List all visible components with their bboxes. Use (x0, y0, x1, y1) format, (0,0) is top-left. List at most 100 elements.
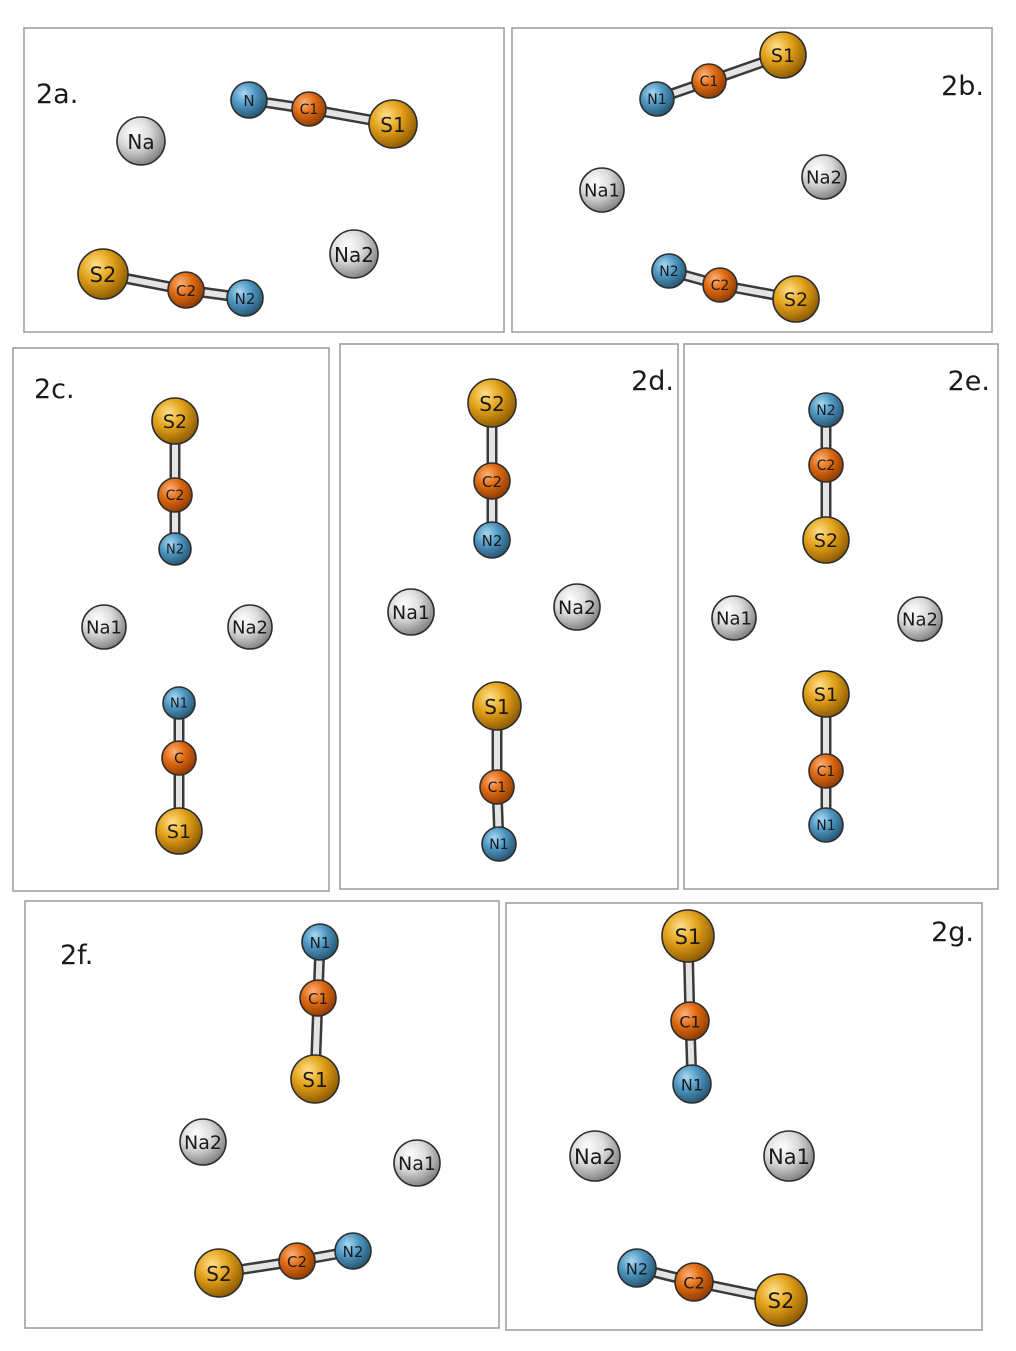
atom-label: C1 (488, 780, 507, 796)
atom-label: C1 (308, 990, 328, 1008)
panel-g: 2g. S1 C1 N1 Na2 Na1 N2 C2 S2 (505, 902, 983, 1331)
atom-s2: S2 (151, 397, 199, 445)
atom-c1: C1 (691, 63, 727, 99)
atom-label: Na2 (558, 597, 596, 619)
atom-c2: C2 (674, 1262, 714, 1302)
atom-na2: Na2 (569, 1130, 621, 1182)
panel-label: 2e. (948, 366, 990, 397)
atom-label: C2 (711, 278, 730, 294)
atom-label: S1 (814, 684, 838, 706)
panel-label: 2a. (36, 79, 78, 110)
atom-label: C2 (166, 488, 185, 504)
atom-s2: S2 (802, 516, 850, 564)
atom-n2: N2 (158, 532, 192, 566)
atom-label: N1 (647, 92, 666, 108)
atom-na1: Na1 (711, 595, 757, 641)
atom-na2: Na2 (329, 229, 379, 279)
atom-n2: N2 (808, 392, 844, 428)
atom-s2: S2 (754, 1273, 808, 1327)
atom-label: S2 (814, 530, 838, 552)
atom-label: Na (127, 130, 154, 154)
panel-frame (24, 900, 500, 1329)
panel-label: 2c. (34, 374, 75, 405)
atom-s2: S2 (194, 1248, 244, 1298)
atom-na2: Na2 (801, 154, 847, 200)
atom-label: N2 (659, 264, 678, 280)
atom-label: Na2 (902, 610, 938, 631)
atom-label: S1 (302, 1068, 327, 1092)
atom-c2: C2 (473, 462, 511, 500)
panel-label: 2b. (941, 71, 984, 102)
atom-na2: Na2 (179, 1118, 227, 1166)
panel-e: 2e. N2 C2 S2 Na1 Na2 S1 C1 N1 (683, 343, 999, 890)
atom-na1: Na1 (387, 588, 435, 636)
atom-label: N1 (170, 697, 188, 712)
panel-label: 2d. (631, 366, 674, 397)
atom-label: N2 (166, 543, 184, 558)
atom-label: N2 (626, 1260, 648, 1279)
panels-layer: 2a. Na Na2 N C1 S1 S2 C2 N2 2b. N1 C1 S1 Na1 Na2 N2 C2 S2… (12, 27, 999, 1331)
atom-label: C1 (817, 764, 836, 780)
atom-label: Na2 (806, 168, 842, 189)
atom-label: C1 (300, 102, 319, 118)
atom-label: Na1 (584, 181, 620, 202)
atom-c1: C1 (670, 1001, 710, 1041)
panel-a: 2a. Na Na2 N C1 S1 S2 C2 N2 (23, 27, 505, 333)
atom-label: N1 (681, 1076, 703, 1095)
atom-label: Na2 (334, 243, 374, 267)
atom-s1: S1 (368, 99, 418, 149)
atom-label: Na1 (86, 618, 122, 639)
atom-label: Na1 (392, 602, 430, 624)
atom-label: S2 (163, 411, 187, 433)
atom-label: C2 (817, 458, 836, 474)
atom-label: S2 (784, 289, 808, 311)
atom-label: C2 (176, 282, 196, 300)
atom-c1: C1 (291, 91, 327, 127)
atom-n1: N1 (672, 1064, 712, 1104)
atom-na2: Na2 (897, 596, 943, 642)
atom-label: S1 (771, 45, 795, 67)
panel-d: 2d. S2 C2 N2 Na1 Na2 S1 C1 N1 (339, 343, 679, 890)
atom-label: C1 (700, 74, 719, 90)
atom-s1: S1 (290, 1054, 340, 1104)
panel-label: 2g. (931, 917, 974, 948)
atom-c2: C2 (167, 271, 205, 309)
atom-n2: N2 (473, 521, 511, 559)
atom-label: S1 (675, 925, 702, 949)
atom-na2: Na2 (227, 604, 273, 650)
atom-n2: N2 (334, 1232, 372, 1270)
atom-n1: N1 (481, 826, 517, 862)
atom-n: N (230, 81, 268, 119)
panel-c: 2c. S2 C2 N2 Na1 Na2 N1 C S1 (12, 347, 330, 892)
panel-label: 2f. (60, 940, 93, 971)
atom-n1: N1 (301, 923, 339, 961)
atom-label: Na1 (768, 1145, 810, 1169)
atom-s1: S1 (802, 670, 850, 718)
atom-label: C1 (679, 1013, 700, 1032)
atom-label: N2 (482, 532, 503, 550)
atom-n1: N1 (808, 807, 844, 843)
panel-frame (505, 902, 983, 1331)
atom-s1: S1 (472, 681, 522, 731)
atom-c2: C2 (278, 1242, 316, 1280)
atom-label: N1 (489, 837, 508, 853)
atom-label: N (243, 92, 254, 110)
atom-na2: Na2 (553, 583, 601, 631)
atom-label: Na2 (574, 1145, 616, 1169)
atom-label: S2 (206, 1262, 231, 1286)
atom-c: C (161, 740, 197, 776)
atom-n2: N2 (617, 1248, 657, 1288)
atom-n2: N2 (651, 253, 687, 289)
atom-label: Na1 (398, 1153, 436, 1175)
atom-na: Na (116, 116, 166, 166)
atom-label: Na2 (184, 1132, 222, 1154)
atom-c1: C1 (299, 979, 337, 1017)
atom-label: S2 (90, 263, 117, 287)
panel-f: 2f. N1 C1 S1 Na2 Na1 S2 C2 N2 (24, 900, 500, 1329)
atom-s2: S2 (772, 275, 820, 323)
atom-s1: S1 (155, 807, 203, 855)
atom-label: S2 (768, 1289, 795, 1313)
atom-n1: N1 (162, 686, 196, 720)
atom-na1: Na1 (81, 604, 127, 650)
